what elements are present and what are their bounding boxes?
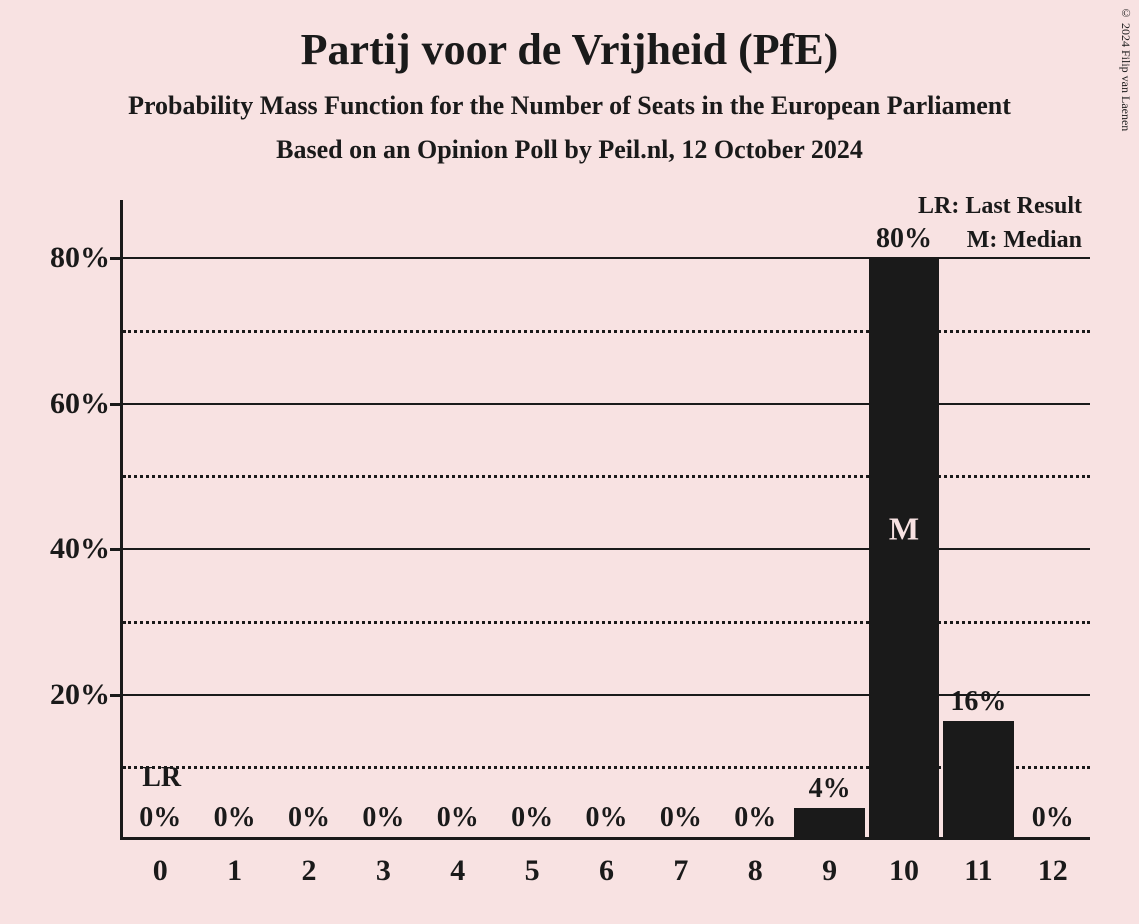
x-tick-label: 12 bbox=[1038, 854, 1068, 888]
chart-subtitle-1: Probability Mass Function for the Number… bbox=[0, 91, 1139, 121]
bar-value-label: 0% bbox=[214, 802, 256, 834]
bar-value-label: 0% bbox=[734, 802, 776, 834]
x-axis bbox=[120, 837, 1090, 840]
gridline-minor bbox=[123, 330, 1090, 333]
annotation-median: M bbox=[889, 511, 919, 548]
x-tick-label: 3 bbox=[376, 854, 391, 888]
x-tick-label: 9 bbox=[822, 854, 837, 888]
copyright-text: © 2024 Filip van Laenen bbox=[1118, 6, 1133, 131]
x-tick-label: 2 bbox=[301, 854, 316, 888]
bar-value-label: 0% bbox=[288, 802, 330, 834]
chart-subtitle-2: Based on an Opinion Poll by Peil.nl, 12 … bbox=[0, 135, 1139, 165]
x-tick-label: 8 bbox=[748, 854, 763, 888]
x-tick-label: 4 bbox=[450, 854, 465, 888]
x-tick-label: 10 bbox=[889, 854, 919, 888]
x-tick-label: 0 bbox=[153, 854, 168, 888]
x-tick-label: 1 bbox=[227, 854, 242, 888]
bar-value-label: 0% bbox=[1032, 802, 1074, 834]
bar-value-label: 0% bbox=[511, 802, 553, 834]
y-tick-mark bbox=[110, 403, 120, 406]
chart-title: Partij voor de Vrijheid (PfE) bbox=[0, 0, 1139, 75]
y-tick-mark bbox=[110, 548, 120, 551]
gridline-minor bbox=[123, 475, 1090, 478]
bar-value-label: 80% bbox=[876, 223, 932, 255]
gridline-major bbox=[123, 694, 1090, 696]
x-tick-label: 7 bbox=[673, 854, 688, 888]
bar bbox=[943, 721, 1014, 837]
x-tick-label: 11 bbox=[964, 854, 992, 888]
bar-value-label: 0% bbox=[437, 802, 479, 834]
x-tick-label: 5 bbox=[525, 854, 540, 888]
bar-value-label: 0% bbox=[660, 802, 702, 834]
gridline-major bbox=[123, 548, 1090, 550]
y-tick-label: 40% bbox=[30, 532, 110, 566]
y-axis bbox=[120, 200, 123, 840]
x-tick-label: 6 bbox=[599, 854, 614, 888]
bar-value-label: 0% bbox=[139, 802, 181, 834]
legend-m: M: Median bbox=[918, 224, 1082, 258]
bar bbox=[794, 808, 865, 837]
y-tick-mark bbox=[110, 257, 120, 260]
legend-lr: LR: Last Result bbox=[918, 190, 1082, 224]
legend: LR: Last Result M: Median bbox=[918, 190, 1082, 257]
gridline-major bbox=[123, 257, 1090, 259]
gridline-minor bbox=[123, 621, 1090, 624]
y-tick-label: 20% bbox=[30, 678, 110, 712]
y-tick-label: 60% bbox=[30, 387, 110, 421]
bar-value-label: 16% bbox=[950, 686, 1006, 718]
bar-value-label: 4% bbox=[809, 773, 851, 805]
chart-container: Partij voor de Vrijheid (PfE) Probabilit… bbox=[0, 0, 1139, 924]
bar-value-label: 0% bbox=[586, 802, 628, 834]
y-tick-label: 80% bbox=[30, 241, 110, 275]
plot-area: LR: Last Result M: Median 20%40%60%80%0%… bbox=[120, 200, 1090, 840]
bar-value-label: 0% bbox=[362, 802, 404, 834]
annotation-last-result: LR bbox=[142, 762, 181, 794]
y-tick-mark bbox=[110, 694, 120, 697]
gridline-major bbox=[123, 403, 1090, 405]
